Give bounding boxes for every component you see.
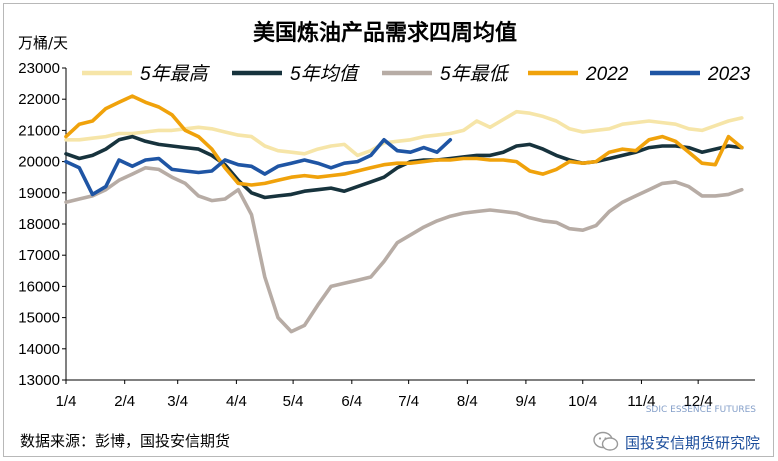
y-tick-label: 18000 bbox=[18, 216, 60, 233]
x-tick-label: 3/4 bbox=[167, 393, 188, 410]
wechat-icon bbox=[593, 431, 619, 451]
chart-title: 美国炼油产品需求四周均值 bbox=[253, 20, 517, 46]
data-source-note: 数据来源：彭博，国投安信期货 bbox=[20, 432, 231, 450]
y-tick-label: 21000 bbox=[18, 122, 60, 139]
logo: SDIC ESSENCE FUTURES bbox=[636, 405, 756, 435]
legend-label: 5年最低 bbox=[440, 63, 510, 85]
series-line-2023 bbox=[64, 138, 453, 197]
legend-label: 5年最高 bbox=[140, 63, 211, 85]
watermark-text: 国投安信期货研究院 bbox=[624, 433, 760, 452]
x-tick-label: 4/4 bbox=[226, 393, 247, 410]
series-line-5年最低 bbox=[64, 166, 744, 334]
logo-text: SDIC ESSENCE FUTURES bbox=[645, 405, 756, 415]
series-line-5年最高 bbox=[64, 109, 744, 158]
axes: 13000 14000 15000 16000 17000 18000 19000 20000… bbox=[18, 60, 755, 410]
watermark: 国投安信期货研究院 bbox=[593, 431, 760, 453]
legend-label: 2023 bbox=[707, 64, 751, 85]
y-axis-unit: 万桶/天 bbox=[18, 34, 68, 52]
x-tick-label: 10/4 bbox=[568, 393, 597, 410]
chart-frame bbox=[3, 3, 774, 457]
x-tick-label: 7/4 bbox=[398, 393, 419, 410]
legend: 5年最高 5年均值 5年最低 2022 2023 bbox=[82, 63, 751, 85]
series-line-2022 bbox=[64, 94, 744, 187]
x-tick-label: 2/4 bbox=[114, 393, 135, 410]
y-tick-label: 22000 bbox=[18, 91, 60, 108]
x-tick-label: 6/4 bbox=[341, 393, 362, 410]
y-tick-label: 14000 bbox=[18, 341, 60, 358]
x-tick-label: 5/4 bbox=[283, 393, 304, 410]
x-tick-label: 12/4 bbox=[684, 393, 713, 410]
y-tick-label: 16000 bbox=[18, 278, 60, 295]
legend-label: 2022 bbox=[585, 64, 629, 85]
y-tick-label: 19000 bbox=[18, 185, 60, 202]
series-layer bbox=[64, 94, 744, 334]
x-tick-label: 8/4 bbox=[457, 393, 478, 410]
y-tick-label: 23000 bbox=[18, 60, 60, 77]
legend-label: 5年均值 bbox=[290, 63, 361, 85]
y-tick-label: 13000 bbox=[18, 372, 60, 389]
x-tick-label: 1/4 bbox=[56, 393, 77, 410]
y-tick-label: 17000 bbox=[18, 247, 60, 264]
x-tick-label: 9/4 bbox=[515, 393, 536, 410]
x-tick-label: 11/4 bbox=[627, 393, 655, 410]
y-tick-label: 20000 bbox=[18, 154, 60, 171]
y-tick-label: 15000 bbox=[18, 310, 60, 327]
